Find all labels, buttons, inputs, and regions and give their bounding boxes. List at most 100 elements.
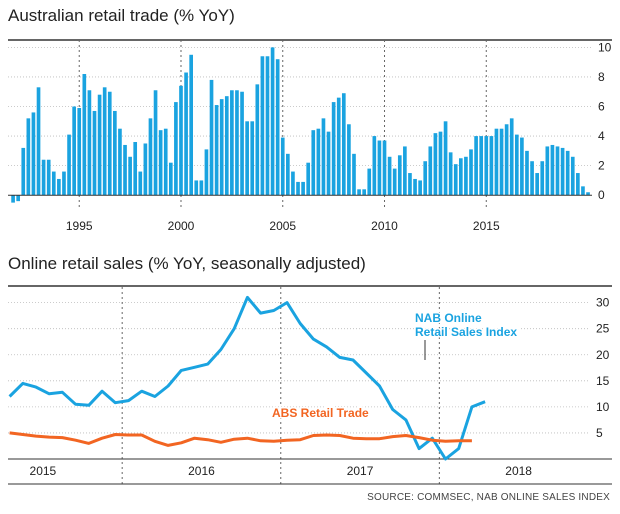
chart1-bar bbox=[270, 47, 275, 196]
chart1-bar bbox=[509, 118, 514, 196]
chart1-bar bbox=[46, 159, 51, 196]
chart1-bar bbox=[372, 136, 377, 196]
chart1-xtick-label: 2000 bbox=[168, 219, 195, 233]
chart1-bar bbox=[280, 137, 285, 196]
chart1-bar bbox=[387, 156, 392, 196]
chart1-ytick-label: 2 bbox=[598, 159, 605, 173]
chart1-bar bbox=[174, 102, 178, 196]
chart1-bar bbox=[357, 189, 361, 196]
chart1-bar bbox=[224, 96, 229, 196]
chart2-xtick-label: 2016 bbox=[188, 464, 215, 478]
chart1-bar bbox=[545, 146, 550, 196]
chart1-bar bbox=[250, 121, 255, 196]
chart1-bar bbox=[275, 59, 280, 196]
chart1-bar bbox=[377, 140, 382, 196]
chart1-ytick-label: 10 bbox=[598, 40, 612, 54]
chart1-bar bbox=[163, 128, 168, 196]
chart1-bar bbox=[21, 147, 26, 196]
chart1-bar bbox=[199, 180, 204, 196]
chart1-bar bbox=[36, 87, 41, 196]
chart1-xtick-label: 2005 bbox=[269, 219, 296, 233]
nab-series-line bbox=[8, 295, 486, 461]
chart1-bar bbox=[11, 195, 15, 203]
chart1-bar bbox=[62, 171, 66, 196]
chart1-bar bbox=[540, 161, 545, 196]
chart1-bar bbox=[72, 106, 76, 196]
chart2-ytick-label: 20 bbox=[596, 348, 610, 362]
chart1-bar bbox=[291, 171, 295, 196]
chart1-bar bbox=[235, 90, 239, 196]
chart1-bar bbox=[168, 162, 173, 196]
chart1-bar bbox=[555, 146, 560, 196]
chart1-bar bbox=[102, 87, 107, 196]
chart1-ytick-label: 0 bbox=[598, 188, 605, 202]
chart1-bar bbox=[459, 158, 463, 196]
chart1-bar bbox=[118, 128, 122, 196]
chart1-xtick-label: 2010 bbox=[371, 219, 398, 233]
chart1-bar bbox=[255, 84, 260, 196]
chart2-xtick-label: 2017 bbox=[347, 464, 374, 478]
chart1-ytick-label: 6 bbox=[598, 100, 605, 114]
chart1-bar bbox=[479, 136, 484, 196]
chart1-bar bbox=[403, 146, 407, 196]
chart1-bar bbox=[581, 186, 585, 196]
chart1-bar bbox=[438, 131, 443, 196]
chart1-bar bbox=[230, 90, 234, 196]
chart1-bar bbox=[570, 156, 575, 196]
chart1-bar bbox=[326, 131, 331, 196]
chart1-bar bbox=[469, 149, 473, 196]
chart1-bar bbox=[240, 91, 244, 196]
chart1-bar bbox=[535, 173, 539, 196]
chart1-bar bbox=[560, 147, 565, 196]
chart2-ytick-label: 5 bbox=[596, 426, 603, 440]
chart1-bar bbox=[16, 195, 21, 202]
chart1-bar bbox=[464, 156, 468, 196]
chart1-bar bbox=[453, 164, 458, 196]
chart1-bar bbox=[306, 162, 311, 196]
chart1-bar bbox=[57, 178, 61, 196]
chart1-bar bbox=[499, 128, 504, 196]
chart1-bar bbox=[245, 121, 249, 196]
chart1-bar bbox=[82, 74, 87, 196]
chart1-bar bbox=[138, 171, 143, 196]
chart1-bar bbox=[311, 130, 316, 196]
chart2-xtick-label: 2018 bbox=[505, 464, 532, 478]
chart1-bar bbox=[474, 136, 478, 196]
chart1-bar bbox=[77, 108, 82, 196]
chart1-ytick-label: 4 bbox=[598, 129, 605, 143]
chart1-title: Australian retail trade (% YoY) bbox=[8, 6, 235, 25]
chart1-bar bbox=[362, 189, 366, 196]
nab-series-label-line2: Retail Sales Index bbox=[415, 325, 517, 339]
chart1-bar bbox=[260, 56, 265, 196]
chart1-bar bbox=[204, 149, 209, 196]
nab-series-label-line1: NAB Online bbox=[415, 311, 482, 325]
chart1-bar bbox=[179, 85, 183, 196]
abs-series-label: ABS Retail Trade bbox=[272, 406, 369, 420]
chart2-title: Online retail sales (% YoY, seasonally a… bbox=[8, 254, 366, 273]
chart1-bar bbox=[41, 159, 46, 196]
chart1-bar bbox=[123, 144, 127, 196]
chart1-bar bbox=[576, 173, 580, 196]
chart1-bar bbox=[514, 134, 519, 196]
chart1-bar bbox=[286, 153, 290, 196]
chart1-ytick-label: 8 bbox=[598, 70, 605, 84]
retail-trade-chart: 0 2 4 6 8 10 1995 2000 2005 2010 2015 bbox=[8, 39, 612, 233]
chart1-bar bbox=[382, 140, 387, 196]
chart2-ytick-label: 25 bbox=[596, 322, 610, 336]
chart1-bar bbox=[316, 128, 321, 196]
chart1-bar bbox=[184, 72, 188, 196]
chart1-bar bbox=[153, 90, 158, 196]
chart1-bar bbox=[194, 180, 199, 196]
chart1-bar bbox=[428, 146, 433, 196]
chart1-bar bbox=[92, 110, 97, 196]
chart1-bar bbox=[128, 156, 132, 196]
chart1-bar bbox=[209, 79, 214, 196]
chart1-bar bbox=[51, 171, 56, 196]
chart1-bar bbox=[397, 155, 402, 196]
chart1-bar bbox=[189, 54, 194, 196]
chart1-bar bbox=[107, 91, 112, 196]
source-note: SOURCE: COMMSEC, NAB ONLINE SALES INDEX bbox=[367, 492, 610, 503]
chart2-ytick-label: 15 bbox=[596, 374, 610, 388]
chart1-bar bbox=[265, 56, 270, 196]
